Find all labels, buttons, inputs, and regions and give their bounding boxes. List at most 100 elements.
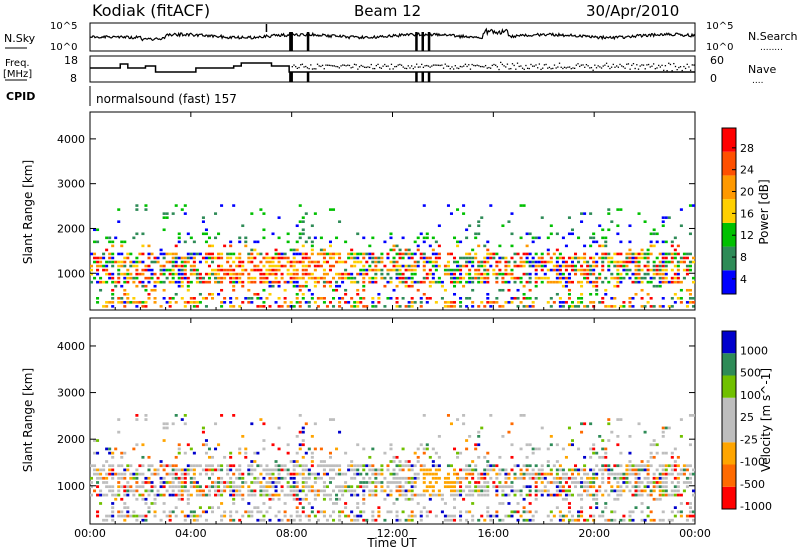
power-cell xyxy=(519,280,523,284)
power-cell xyxy=(211,272,215,276)
power-cell xyxy=(277,280,281,284)
power-cell xyxy=(204,228,208,232)
power-cell xyxy=(628,276,632,280)
power-cell xyxy=(676,297,680,300)
power-cell xyxy=(646,252,650,256)
velocity-cell xyxy=(580,493,584,497)
velocity-cell xyxy=(189,485,193,489)
power-cell xyxy=(295,260,299,264)
power-cell xyxy=(528,264,532,268)
velocity-cell xyxy=(440,493,444,497)
power-cell xyxy=(586,276,590,280)
power-cell xyxy=(495,272,499,276)
power-cell xyxy=(180,256,184,260)
power-cell xyxy=(301,228,305,232)
velocity-cell xyxy=(507,502,511,505)
velocity-cell xyxy=(310,451,314,455)
velocity-cell xyxy=(583,518,587,522)
power-cell xyxy=(322,280,326,284)
power-cell xyxy=(652,276,656,280)
velocity-cell xyxy=(601,493,605,497)
power-cell xyxy=(223,268,227,272)
velocity-cell xyxy=(359,510,363,514)
velocity-cell xyxy=(313,489,317,493)
power-cell xyxy=(437,256,441,260)
velocity-cell xyxy=(295,460,299,463)
power-cell xyxy=(507,272,511,276)
velocity-cell xyxy=(640,493,644,497)
velocity-cell xyxy=(543,472,547,476)
power-cell xyxy=(319,276,323,280)
velocity-cell xyxy=(583,481,587,484)
power-cell xyxy=(259,280,263,284)
velocity-cell xyxy=(456,493,460,497)
power-cell xyxy=(144,208,148,211)
velocity-cell xyxy=(422,468,426,472)
power-colorbar-swatch xyxy=(722,222,736,247)
power-cell xyxy=(649,297,653,300)
velocity-cell xyxy=(105,481,109,484)
velocity-cell xyxy=(165,426,169,430)
velocity-cell xyxy=(301,468,305,472)
power-cell xyxy=(307,236,311,240)
power-cell xyxy=(223,272,227,276)
velocity-cell xyxy=(301,489,305,493)
velocity-cell xyxy=(586,472,590,476)
velocity-cell xyxy=(567,443,571,447)
power-cell xyxy=(453,301,457,304)
velocity-cell xyxy=(616,489,620,493)
power-cell xyxy=(395,252,399,256)
power-cell xyxy=(195,268,199,272)
power-cell xyxy=(347,272,351,276)
power-cell xyxy=(528,288,532,292)
velocity-cell xyxy=(676,493,680,497)
power-cell xyxy=(658,272,662,276)
power-cell xyxy=(153,301,157,304)
power-cell xyxy=(658,276,662,280)
power-cell xyxy=(301,260,305,264)
power-cell xyxy=(220,276,224,280)
velocity-cell xyxy=(404,489,408,493)
power-cell xyxy=(574,264,578,268)
power-cell xyxy=(564,301,568,304)
power-cell xyxy=(555,292,559,296)
power-cell xyxy=(480,260,484,264)
power-cell xyxy=(389,248,393,252)
velocity-cell xyxy=(114,497,118,501)
velocity-cell xyxy=(356,506,360,510)
velocity-cell xyxy=(392,468,396,472)
velocity-cell xyxy=(459,468,463,472)
power-cell xyxy=(531,236,535,240)
power-cell xyxy=(328,284,332,288)
power-cell xyxy=(244,244,248,248)
velocity-cell xyxy=(516,464,520,468)
power-cell xyxy=(395,305,399,308)
velocity-cell xyxy=(483,518,487,522)
power-cell xyxy=(564,268,568,272)
velocity-cell xyxy=(268,481,272,484)
velocity-cell xyxy=(437,493,441,497)
velocity-cell xyxy=(195,464,199,468)
power-cell xyxy=(410,301,414,304)
power-cell xyxy=(183,204,187,207)
power-cell xyxy=(667,305,671,308)
power-cell xyxy=(583,260,587,264)
power-cell xyxy=(616,224,620,228)
velocity-cell xyxy=(277,468,281,472)
velocity-cell xyxy=(96,451,100,455)
velocity-cell xyxy=(129,489,133,493)
velocity-cell xyxy=(577,447,581,451)
power-cell xyxy=(679,288,683,292)
power-cell xyxy=(241,268,245,272)
velocity-cell xyxy=(510,481,514,484)
velocity-cell xyxy=(235,489,239,493)
power-cell xyxy=(525,272,529,276)
power-cell xyxy=(111,252,115,256)
power-cell xyxy=(268,292,272,296)
power-cell xyxy=(250,280,254,284)
power-cell xyxy=(616,272,620,276)
velocity-cell xyxy=(558,464,562,468)
power-cell xyxy=(516,252,520,256)
velocity-cell xyxy=(598,468,602,472)
power-cell xyxy=(685,305,689,308)
